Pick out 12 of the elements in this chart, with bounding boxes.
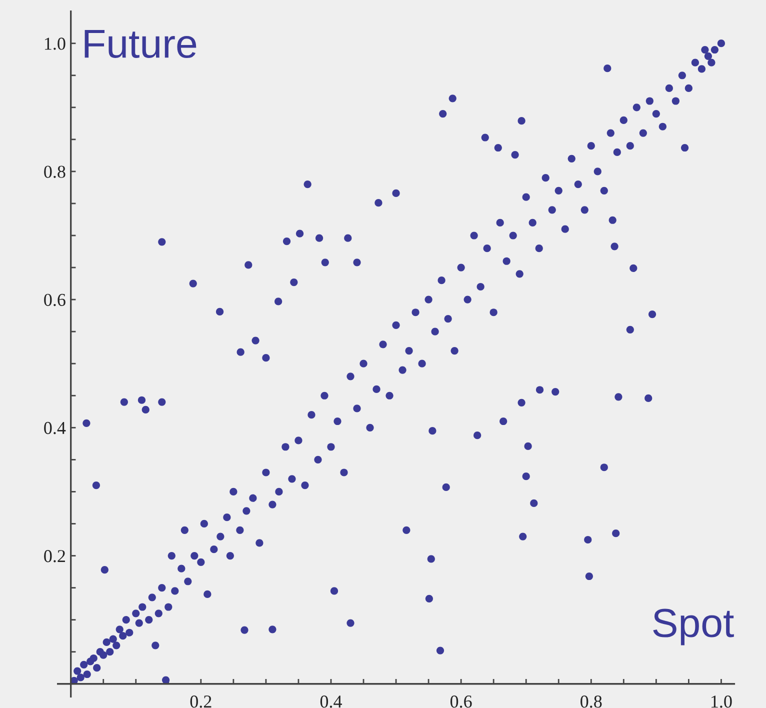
y-tick-label: 0.4 — [44, 422, 66, 434]
x-tick-label: 0.6 — [450, 695, 472, 708]
y-tick-label: 1.0 — [45, 38, 66, 50]
x-tick-label: 0.4 — [320, 695, 342, 708]
y-tick-label: 0.2 — [44, 550, 65, 562]
x-tick-label: 0.8 — [580, 695, 602, 708]
y-tick-label: 0.8 — [44, 166, 66, 178]
x-tick-label: 1.0 — [712, 695, 732, 708]
y-axis-title: Future — [84, 30, 196, 58]
x-axis-title: Spot — [653, 608, 734, 646]
y-tick-label: 0.6 — [44, 294, 66, 306]
x-tick-label: 0.2 — [190, 695, 212, 708]
